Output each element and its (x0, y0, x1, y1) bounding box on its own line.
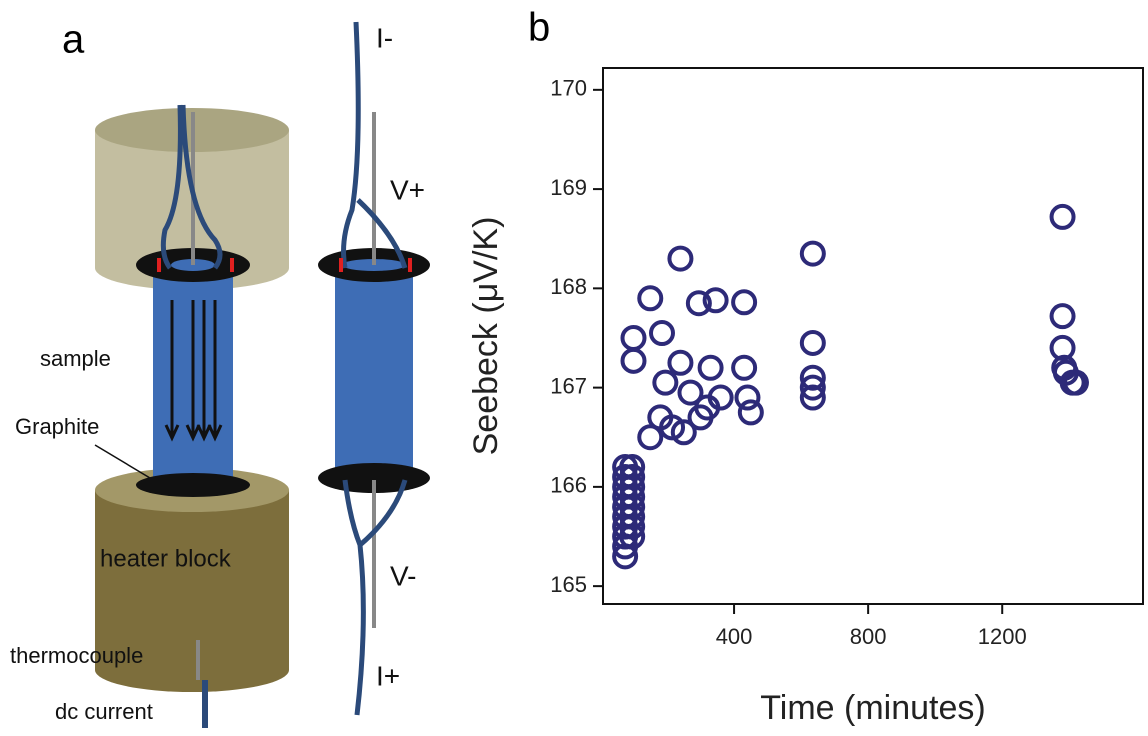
point (731, 289, 758, 316)
washer (136, 473, 250, 497)
y-tick-label: 165 (550, 572, 587, 597)
point (799, 374, 826, 401)
y-tick-label: 168 (550, 274, 587, 299)
point (697, 354, 724, 381)
point (637, 424, 664, 451)
sample-right (335, 265, 413, 478)
point (737, 399, 764, 426)
point (652, 369, 679, 396)
point (734, 384, 761, 411)
heater-block (95, 490, 289, 692)
wire (342, 479, 408, 716)
y-tick-label: 170 (550, 76, 587, 101)
point (1049, 203, 1076, 230)
point (619, 483, 646, 510)
contact (408, 258, 412, 272)
flow-arrows (164, 300, 223, 442)
label: V- (390, 560, 416, 591)
point (670, 419, 697, 446)
pointer (94, 444, 151, 479)
point (620, 347, 647, 374)
chart: b Time (minutes) Seebeck (μV/K) 165 166 16… (467, 6, 1144, 727)
point (619, 473, 646, 500)
y-tick-label: 167 (550, 373, 587, 398)
point (707, 384, 734, 411)
y-tick-label: 169 (550, 175, 587, 200)
x-tick-label: 800 (850, 624, 887, 649)
label: heater block (100, 545, 232, 572)
y-axis-title: Seebeck (μV/K) (467, 217, 505, 456)
point (799, 364, 826, 391)
point (799, 240, 826, 267)
point (702, 287, 729, 314)
label: I- (376, 22, 393, 53)
contact (339, 258, 343, 272)
point (677, 379, 704, 406)
point (619, 523, 646, 550)
point (799, 384, 826, 411)
point (667, 349, 694, 376)
point (619, 463, 646, 490)
label: I+ (376, 660, 400, 691)
point (619, 513, 646, 540)
point (637, 285, 664, 312)
point (1062, 369, 1089, 396)
contact (230, 258, 234, 272)
point (659, 414, 686, 441)
label: V+ (390, 174, 425, 205)
y-tick-label: 166 (550, 473, 587, 498)
point (1049, 334, 1076, 361)
x-tick-label: 1200 (978, 624, 1027, 649)
point (731, 354, 758, 381)
x-axis-title: Time (minutes) (760, 689, 985, 727)
panel-label: a (62, 18, 85, 62)
wire (160, 104, 223, 270)
diagram: a I- V+ V- I+ sample Graphite heater blo… (10, 18, 430, 728)
point (685, 290, 712, 317)
contact (157, 258, 161, 272)
point (619, 493, 646, 520)
x-tick-label: 400 (716, 624, 753, 649)
panel-label: b (528, 6, 550, 50)
point (619, 503, 646, 530)
point (620, 324, 647, 351)
point (648, 320, 675, 347)
label: sample (40, 346, 111, 371)
plot-frame (602, 67, 1144, 605)
point (619, 454, 646, 481)
wire (341, 21, 408, 269)
point (667, 245, 694, 272)
label: Graphite (15, 414, 99, 439)
label: dc current (55, 699, 153, 724)
point (799, 329, 826, 356)
point (1049, 303, 1076, 330)
label: thermocouple (10, 643, 143, 668)
